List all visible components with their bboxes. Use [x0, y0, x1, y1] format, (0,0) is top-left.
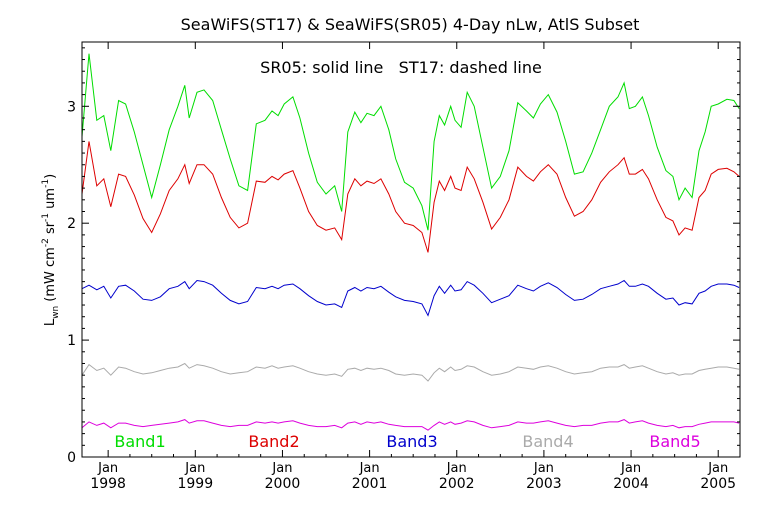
x-tick-month-label: Jan	[707, 461, 728, 476]
series-line-band5	[81, 419, 740, 431]
line-style-annotation: SR05: solid line ST17: dashed line	[260, 58, 542, 77]
x-tick-month-label: Jan	[446, 461, 467, 476]
x-tick-year-label: 1998	[90, 476, 126, 492]
y-axis-label-exp3: -1	[41, 179, 51, 188]
x-tick-year-label: 2003	[526, 476, 562, 492]
y-tick-label: 2	[67, 216, 76, 232]
legend-label-band5: Band5	[649, 432, 700, 451]
x-tick-year-label: 2000	[265, 476, 301, 492]
y-tick-label: 0	[67, 450, 76, 466]
y-axis-label-exp2: -1	[41, 213, 51, 222]
series-line-band1	[81, 53, 740, 231]
x-tick-year-label: 2004	[613, 476, 649, 492]
x-tick-month-label: Jan	[97, 461, 118, 476]
x-tick-year-label: 2005	[700, 476, 736, 492]
y-axis-label-mid2: um	[43, 188, 58, 213]
plot-frame	[81, 41, 741, 458]
x-tick-month-label: Jan	[533, 461, 554, 476]
x-tick-year-label: 2001	[352, 476, 388, 492]
y-axis-label-exp1: -2	[41, 238, 51, 247]
y-tick-label: 1	[67, 333, 76, 349]
y-axis-label-mid1: sr	[43, 221, 58, 238]
legend-label-band3: Band3	[386, 432, 437, 451]
x-tick-month-label: Jan	[184, 461, 205, 476]
legend-label-band2: Band2	[248, 432, 299, 451]
x-tick-month-label: Jan	[620, 461, 641, 476]
y-tick-label: 3	[67, 99, 76, 115]
series-line-band2	[81, 141, 740, 253]
legend-label-band1: Band1	[114, 432, 165, 451]
x-tick-year-label: 1999	[177, 476, 213, 492]
legend-label-band4: Band4	[522, 432, 573, 451]
y-axis-label: Lwn (mW cm-2 sr-1 um-1)	[41, 174, 61, 326]
y-axis-label-units-close: )	[43, 174, 58, 179]
series-line-band3	[81, 279, 740, 317]
x-tick-year-label: 2002	[439, 476, 475, 492]
y-axis-label-base: L	[43, 318, 58, 326]
x-tick-month-label: Jan	[271, 461, 292, 476]
y-axis-label-units-open: (mW cm	[43, 247, 58, 306]
x-tick-month-label: Jan	[359, 461, 380, 476]
chart-title: SeaWiFS(ST17) & SeaWiFS(SR05) 4-Day nLw,…	[181, 15, 640, 34]
y-axis-label-sub: wn	[51, 306, 61, 319]
series-line-band4	[81, 362, 740, 382]
